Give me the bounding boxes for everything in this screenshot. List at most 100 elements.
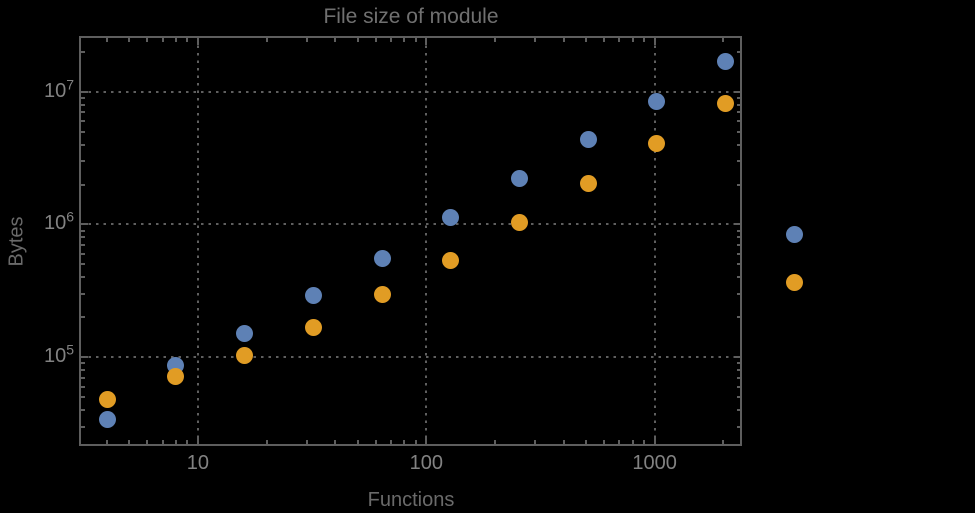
tick: [414, 37, 417, 42]
tick: [736, 376, 741, 379]
tick: [389, 37, 392, 42]
tick: [736, 50, 741, 53]
series-blue-point: [98, 410, 116, 428]
tick: [736, 160, 741, 163]
tick: [196, 437, 199, 444]
tick: [584, 37, 587, 42]
series-orange-point: [511, 213, 528, 231]
tick: [80, 160, 85, 163]
y-axis-label: Bytes: [5, 216, 28, 267]
tick: [653, 437, 656, 444]
tick: [736, 183, 741, 186]
tick: [80, 409, 85, 412]
tick: [128, 37, 131, 42]
gridline-y-10000000: [80, 90, 741, 93]
tick: [722, 37, 725, 42]
tick: [80, 90, 88, 93]
series-orange-point: [785, 273, 803, 291]
tick: [403, 440, 406, 444]
series-blue-point: [442, 209, 460, 227]
tick: [146, 37, 149, 42]
tick: [414, 440, 417, 444]
gridline-y-1000000: [80, 223, 741, 226]
y-tick-exponent: 7: [66, 76, 74, 93]
tick: [334, 37, 337, 42]
tick: [374, 440, 377, 444]
tick: [494, 440, 497, 444]
series-blue-point: [648, 92, 666, 110]
tick: [80, 362, 85, 365]
tick: [643, 37, 646, 42]
tick: [80, 425, 85, 428]
gridline-y-100000: [80, 356, 741, 359]
tick: [733, 223, 741, 226]
tick: [425, 437, 428, 444]
tick: [305, 37, 308, 42]
tick: [736, 96, 741, 99]
tick: [736, 120, 741, 123]
series-orange-point: [98, 390, 116, 408]
gridline-x-10: [196, 37, 199, 444]
tick: [80, 143, 85, 146]
tick: [618, 37, 621, 42]
tick: [562, 37, 565, 42]
tick: [722, 440, 725, 444]
series-orange-point: [717, 94, 735, 112]
series-orange-point: [236, 346, 254, 364]
series-orange-point: [579, 175, 597, 193]
tick: [128, 440, 131, 444]
plot-frame: [79, 36, 742, 446]
tick: [736, 229, 741, 232]
tick: [618, 440, 621, 444]
series-blue-point: [511, 170, 528, 188]
tick: [356, 440, 359, 444]
series-blue-point: [236, 325, 254, 343]
tick: [736, 409, 741, 412]
tick: [80, 263, 85, 266]
y-tick-label: 106: [43, 208, 74, 235]
tick: [736, 385, 741, 388]
tick: [534, 37, 537, 42]
tick: [584, 440, 587, 444]
tick: [80, 396, 85, 399]
series-orange-point: [167, 368, 185, 386]
tick: [196, 37, 199, 45]
tick: [80, 376, 85, 379]
y-tick-label: 107: [43, 76, 74, 102]
tick: [80, 111, 85, 114]
tick: [80, 236, 85, 239]
y-tick-label: 105: [43, 341, 74, 368]
tick: [161, 440, 164, 444]
tick: [186, 440, 189, 444]
tick: [106, 440, 109, 444]
tick: [602, 440, 605, 444]
tick: [80, 120, 85, 123]
tick: [80, 276, 85, 279]
tick: [356, 37, 359, 42]
tick: [80, 244, 85, 247]
tick: [374, 37, 377, 42]
tick: [736, 362, 741, 365]
tick: [736, 316, 741, 319]
tick: [736, 396, 741, 399]
tick: [305, 440, 308, 444]
tick: [80, 50, 85, 53]
tick: [494, 37, 497, 42]
tick: [161, 37, 164, 42]
tick: [80, 183, 85, 186]
x-axis-label: Functions: [367, 489, 455, 511]
tick: [80, 252, 85, 255]
series-orange-point: [304, 318, 322, 336]
tick: [736, 130, 741, 133]
tick: [265, 37, 268, 42]
tick: [80, 229, 85, 232]
series-blue-point: [373, 249, 391, 267]
tick: [736, 111, 741, 114]
x-tick-label: 100: [409, 452, 443, 474]
tick: [174, 440, 177, 444]
tick: [80, 103, 85, 106]
tick: [736, 276, 741, 279]
tick: [562, 440, 565, 444]
tick: [736, 244, 741, 247]
